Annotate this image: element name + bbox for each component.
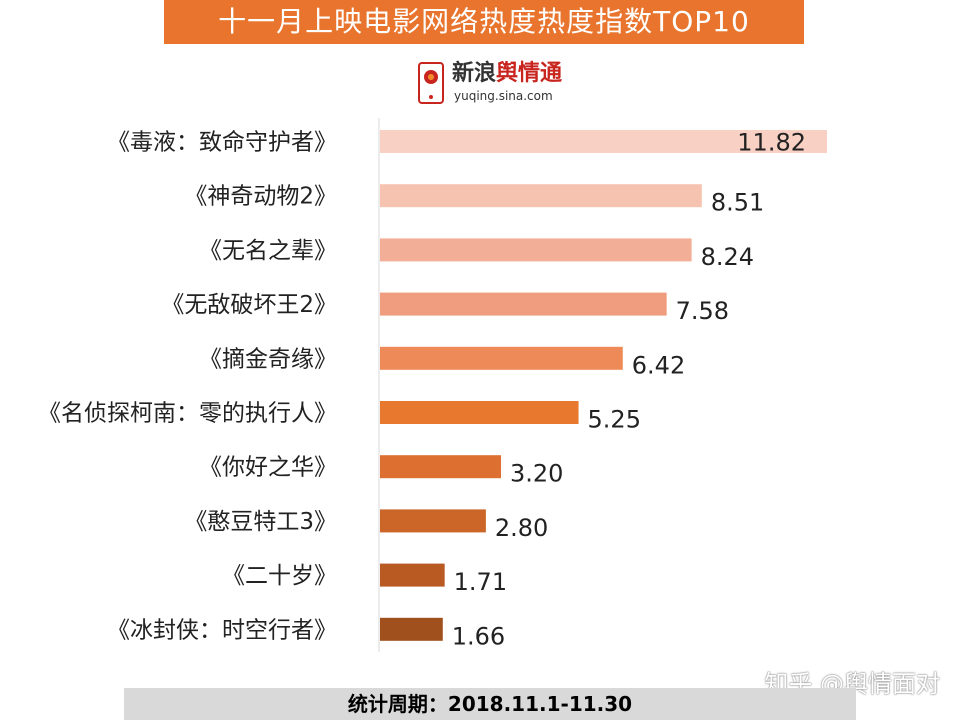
logo-text: 新浪舆情通 <box>452 60 562 88</box>
value-label-3: 8.24 <box>701 243 754 271</box>
category-label-5: 《摘金奇缘》 <box>199 346 337 372</box>
sina-yuqing-logo: 新浪舆情通 yuqing.sina.com <box>418 60 588 108</box>
category-label-7: 《你好之华》 <box>199 455 337 481</box>
value-label-9: 1.71 <box>454 568 507 596</box>
category-label-8: 《憨豆特工3》 <box>184 509 337 535</box>
value-label-7: 3.20 <box>510 460 563 488</box>
bar-4 <box>380 292 667 316</box>
value-label-5: 6.42 <box>632 351 685 379</box>
category-label-9: 《二十岁》 <box>222 563 337 589</box>
value-label-10: 1.66 <box>452 622 505 650</box>
value-label-6: 5.25 <box>588 406 641 434</box>
value-label-4: 7.58 <box>676 297 729 325</box>
category-label-10: 《冰封侠：时空行者》 <box>107 617 337 643</box>
bars-group: 《毒液：致命守护者》 11.82 《神奇动物2》 8.51 《无名之辈》 8.24 《无敌破… <box>38 118 827 652</box>
category-label-4: 《无敌破坏王2》 <box>161 292 337 318</box>
bar-10 <box>380 617 443 641</box>
logo-url: yuqing.sina.com <box>454 89 553 103</box>
bar-6 <box>380 401 579 424</box>
bar-3 <box>380 238 692 262</box>
phone-logo-icon <box>418 62 444 104</box>
logo-name-part2: 舆情通 <box>496 61 563 86</box>
category-label-2: 《神奇动物2》 <box>184 184 337 210</box>
value-label-1: 11.82 <box>737 129 806 157</box>
bar-1 <box>380 130 827 153</box>
bar-5 <box>380 346 623 370</box>
bar-8 <box>380 509 486 533</box>
statistics-period: 统计周期：2018.11.1-11.30 <box>124 688 856 720</box>
bar-9 <box>380 563 445 587</box>
value-label-8: 2.80 <box>495 514 548 542</box>
bar-2 <box>380 184 702 208</box>
value-label-2: 8.51 <box>711 189 764 217</box>
category-label-6: 《名侦探柯南：零的执行人》 <box>38 401 337 427</box>
bar-7 <box>380 455 502 479</box>
chart-title: 十一月上映电影网络热度热度指数TOP10 <box>164 0 804 44</box>
category-label-3: 《无名之辈》 <box>199 238 337 264</box>
logo-name-part1: 新浪 <box>452 61 497 86</box>
category-label-1: 《毒液：致命守护者》 <box>107 130 337 156</box>
